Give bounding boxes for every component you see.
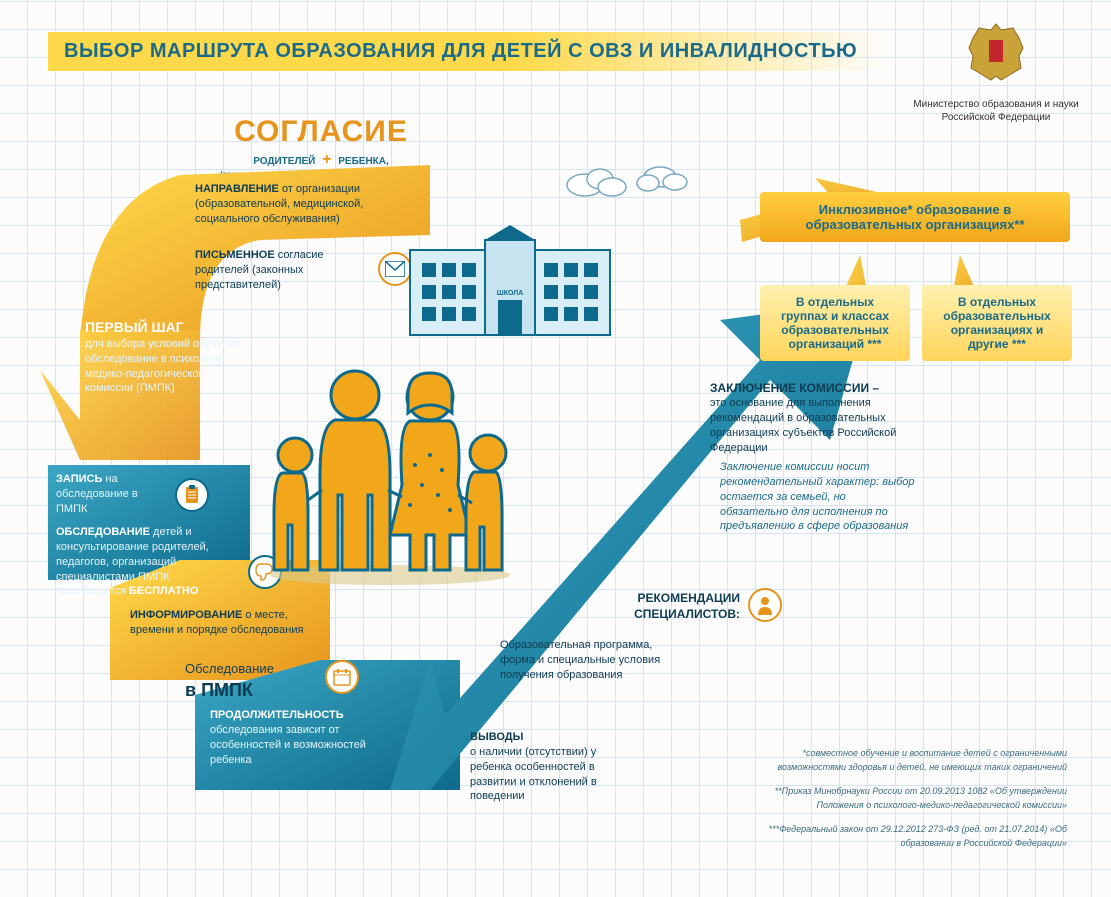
duration-hdr: ПРОДОЛЖИТЕЛЬНОСТЬ bbox=[210, 709, 344, 721]
box-pismennoe: ПИСЬМЕННОЕ согласие родителей (законных … bbox=[195, 248, 365, 293]
box-first-step: ПЕРВЫЙ ШАГ для выбора условий обучения –… bbox=[85, 318, 255, 396]
duration-text: обследования зависит от особенностей и в… bbox=[210, 724, 366, 766]
footnote-2: **Приказ Минобрнауки России от 20.09.201… bbox=[737, 785, 1067, 813]
consent-subline: РОДИТЕЛЕЙ + РЕБЕНКА, (законных представи… bbox=[220, 151, 422, 180]
consent-right: РЕБЕНКА, bbox=[338, 156, 389, 167]
consent-left-sub: (законных представителей) bbox=[220, 170, 330, 179]
box-zapis: ЗАПИСЬ на обследование в ПМПК bbox=[56, 472, 166, 517]
box-inform: ИНФОРМИРОВАНИЕ о месте, времени и порядк… bbox=[130, 608, 320, 638]
page-title: ВЫБОР МАРШРУТА ОБРАЗОВАНИЯ ДЛЯ ДЕТЕЙ С О… bbox=[48, 32, 889, 71]
rf-emblem-icon bbox=[961, 18, 1031, 88]
box-zakl-note: Заключение комиссии носит рекомендательн… bbox=[720, 460, 915, 534]
pmps-sub: в ПМПК bbox=[185, 678, 325, 702]
panel-opt1: В отдельных группах и классах образовате… bbox=[760, 285, 910, 361]
vyvody-text: о наличии (отсутствии) у ребенка особенн… bbox=[470, 745, 640, 804]
box-obsled: ОБСЛЕДОВАНИЕ детей и консультирование ро… bbox=[56, 525, 241, 599]
box-duration: ПРОДОЛЖИТЕЛЬНОСТЬ обследования зависит о… bbox=[210, 708, 380, 767]
first-step-text: для выбора условий обучения – обследован… bbox=[85, 337, 255, 396]
footnotes: *совместное обучение и воспитание детей … bbox=[737, 747, 1067, 861]
obsled-hdr: ОБСЛЕДОВАНИЕ bbox=[56, 526, 150, 538]
pmps-hdr: Обследование bbox=[185, 660, 325, 678]
school-icon: ШКОЛА bbox=[400, 225, 620, 345]
family-icon bbox=[260, 355, 520, 585]
zakl-hdr: ЗАКЛЮЧЕНИЕ КОМИССИИ – bbox=[710, 380, 920, 396]
svg-text:ШКОЛА: ШКОЛА bbox=[497, 290, 524, 297]
person-icon bbox=[748, 588, 782, 622]
panel-inclusive: Инклюзивное* образование в образовательн… bbox=[760, 192, 1070, 242]
box-rekom-text: Образовательная программа, форма и специ… bbox=[500, 638, 680, 683]
vyvody-hdr: ВЫВОДЫ bbox=[470, 730, 640, 745]
box-pmps: Обследование в ПМПК bbox=[185, 660, 325, 702]
consent-word: СОГЛАСИЕ bbox=[220, 115, 422, 149]
clipboard-icon bbox=[175, 478, 209, 512]
first-step-hdr: ПЕРВЫЙ ШАГ bbox=[85, 318, 255, 337]
box-napravlenie: НАПРАВЛЕНИЕ от организации (образователь… bbox=[195, 182, 380, 227]
consent-heading: СОГЛАСИЕ РОДИТЕЛЕЙ + РЕБЕНКА, (законных … bbox=[220, 115, 422, 180]
ministry-caption: Министерство образования и науки Российс… bbox=[911, 99, 1081, 124]
panel-opt2: В отдельных образовательных организациях… bbox=[922, 285, 1072, 361]
consent-left: РОДИТЕЛЕЙ bbox=[253, 156, 315, 167]
footnote-3: ***Федеральный закон от 29.12.2012 273-Ф… bbox=[737, 823, 1067, 851]
box-zakl: ЗАКЛЮЧЕНИЕ КОМИССИИ – это основание для … bbox=[710, 380, 920, 456]
ministry-emblem-block: Министерство образования и науки Российс… bbox=[911, 18, 1081, 124]
inform-hdr: ИНФОРМИРОВАНИЕ bbox=[130, 609, 242, 621]
plus-icon: + bbox=[318, 151, 335, 168]
rekom-text: Образовательная программа, форма и специ… bbox=[500, 638, 680, 683]
consent-right-sub: достигшего 15 лет bbox=[350, 170, 422, 179]
cloud-icon bbox=[560, 155, 700, 205]
calendar-icon bbox=[325, 660, 359, 694]
box-rekom-hdr: РЕКОМЕНДАЦИИ СПЕЦИАЛИСТОВ: bbox=[590, 590, 740, 622]
zakl-text: это основание для выполнения рекомендаци… bbox=[710, 396, 920, 455]
box-vyvody: ВЫВОДЫ о наличии (отсутствии) у ребенка … bbox=[470, 730, 640, 804]
rekom-hdr: РЕКОМЕНДАЦИИ СПЕЦИАЛИСТОВ: bbox=[590, 590, 740, 622]
footnote-1: *совместное обучение и воспитание детей … bbox=[737, 747, 1067, 775]
